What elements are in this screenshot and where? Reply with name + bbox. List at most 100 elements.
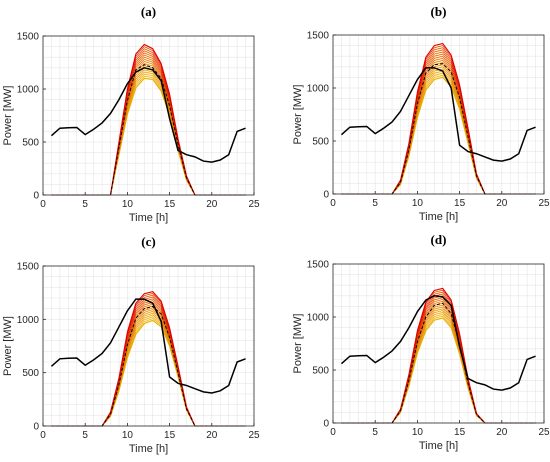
pv-quantile-line — [51, 319, 246, 427]
axes-box — [332, 263, 545, 424]
axes-box — [332, 34, 545, 195]
pv-quantile-line — [51, 318, 246, 427]
pv-quantile-line — [51, 309, 246, 427]
x-tick-label: 5 — [82, 199, 88, 210]
y-tick-label: 0 — [33, 191, 39, 202]
pv-quantile-line — [51, 77, 246, 196]
pv-quantile-line — [341, 306, 536, 424]
y-tick-label: 500 — [22, 138, 39, 149]
chart-panel-1: (a) 0 5 10 15 20 25 0 500 1000 1500 Time [h] Power [… — [2, 4, 260, 224]
chart-panel-4: (d) 0 5 10 15 20 25 0 500 1000 1500 Time [h] Power [… — [292, 232, 550, 452]
x-tick-label: 25 — [538, 427, 550, 438]
load-line — [340, 67, 536, 162]
x-tick-label: 15 — [164, 430, 176, 441]
axes-box — [42, 265, 255, 427]
pv-quantile-line — [341, 314, 536, 424]
pv-uncertainty-band — [51, 291, 246, 426]
pv-mean-line — [341, 302, 536, 424]
y-axis-label: Power [MW] — [292, 314, 304, 374]
chart-panel-3: (c) 0 5 10 15 20 25 0 500 1000 1500 Time [h] Power [… — [2, 234, 260, 455]
x-tick-label: 15 — [454, 427, 466, 438]
x-tick-label: 15 — [164, 199, 176, 210]
pv-quantile-line — [51, 307, 246, 427]
y-tick-label: 0 — [323, 419, 329, 430]
x-tick-label: 20 — [206, 430, 218, 441]
x-tick-label: 25 — [248, 199, 260, 210]
pv-uncertainty-band — [341, 288, 536, 423]
pv-quantile-line — [51, 69, 246, 196]
chart-panel-2: (b) 0 5 10 15 20 25 0 500 1000 1500 Time [h] Power [… — [292, 4, 550, 223]
pv-quantile-line — [341, 304, 536, 424]
x-tick-label: 10 — [412, 427, 424, 438]
y-axis-label: Power [MW] — [2, 86, 14, 146]
pv-quantile-line — [341, 70, 536, 195]
y-tick-label: 1500 — [307, 260, 330, 271]
x-axis-label: Time [h] — [129, 212, 168, 224]
y-tick-label: 1000 — [17, 85, 40, 96]
y-tick-label: 500 — [22, 368, 39, 379]
pv-quantile-line — [51, 61, 246, 196]
x-tick-label: 0 — [330, 198, 336, 209]
pv-quantile-line — [341, 60, 536, 195]
panel-title: (a) — [141, 4, 156, 19]
pv-mean-line — [51, 305, 246, 427]
pv-quantile-line — [341, 308, 536, 424]
x-tick-label: 25 — [538, 198, 550, 209]
pv-quantile-line — [341, 72, 536, 195]
y-tick-label: 1000 — [17, 315, 40, 326]
load-line — [340, 295, 536, 391]
x-tick-label: 0 — [330, 427, 336, 438]
pv-quantile-line — [51, 305, 246, 427]
x-tick-label: 0 — [40, 430, 46, 441]
pv-quantile-line — [51, 311, 246, 427]
x-tick-label: 5 — [82, 430, 88, 441]
y-tick-label: 0 — [323, 190, 329, 201]
pv-uncertainty-band — [341, 43, 536, 195]
panel-title: (b) — [431, 4, 447, 19]
x-axis-label: Time [h] — [419, 211, 458, 223]
load-line — [50, 298, 246, 394]
x-tick-label: 25 — [248, 430, 260, 441]
pv-quantile-line — [51, 73, 246, 196]
y-tick-label: 1000 — [307, 84, 330, 95]
pv-quantile-line — [51, 71, 246, 196]
y-tick-label: 0 — [33, 422, 39, 433]
x-tick-label: 15 — [454, 198, 466, 209]
y-tick-label: 500 — [312, 366, 329, 377]
x-tick-label: 5 — [372, 427, 378, 438]
x-tick-label: 20 — [496, 427, 508, 438]
pv-quantile-line — [341, 76, 536, 195]
x-axis-label: Time [h] — [129, 443, 168, 455]
pv-quantile-line — [51, 63, 246, 196]
x-tick-label: 10 — [122, 430, 134, 441]
pv-quantile-line — [341, 315, 536, 424]
y-tick-label: 1500 — [17, 32, 40, 43]
y-tick-label: 500 — [312, 137, 329, 148]
pv-quantile-line — [341, 302, 536, 424]
pv-quantile-line — [51, 75, 246, 196]
pv-quantile-line — [51, 314, 246, 427]
y-axis-label: Power [MW] — [2, 316, 14, 376]
y-tick-label: 1000 — [307, 313, 330, 324]
panel-title: (d) — [431, 232, 447, 247]
axes-box — [42, 35, 255, 196]
x-tick-label: 10 — [412, 198, 424, 209]
y-tick-label: 1500 — [307, 31, 330, 42]
x-tick-label: 20 — [496, 198, 508, 209]
y-tick-label: 1500 — [17, 262, 40, 273]
x-tick-label: 20 — [206, 199, 218, 210]
pv-quantile-line — [51, 58, 246, 196]
pv-quantile-line — [51, 316, 246, 427]
panel-title: (c) — [141, 234, 155, 249]
x-tick-label: 5 — [372, 198, 378, 209]
pv-uncertainty-band — [51, 44, 246, 196]
pv-quantile-line — [341, 62, 536, 195]
x-axis-label: Time [h] — [419, 440, 458, 452]
pv-quantile-line — [341, 74, 536, 195]
pv-quantile-line — [341, 312, 536, 424]
x-tick-label: 10 — [122, 199, 134, 210]
pv-quantile-line — [341, 317, 536, 424]
y-axis-label: Power [MW] — [292, 85, 304, 145]
load-line — [50, 67, 246, 163]
